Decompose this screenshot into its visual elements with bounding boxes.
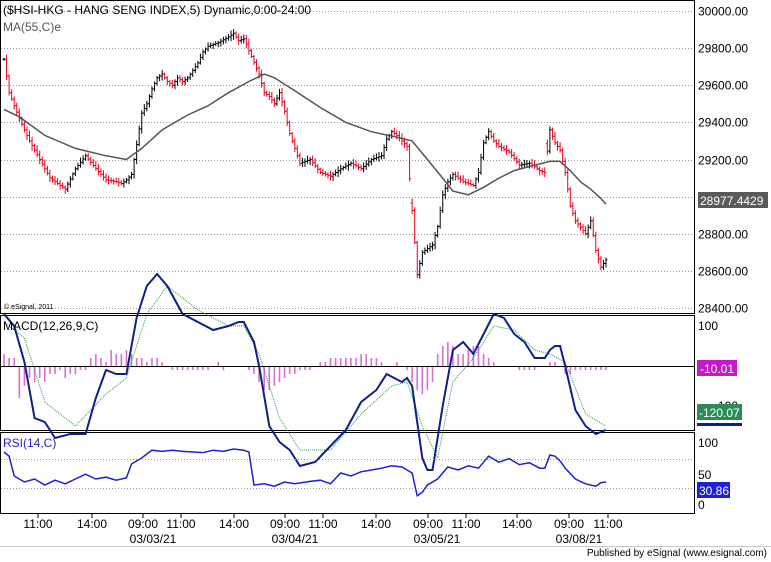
- x-tick-label: 14:00: [219, 517, 249, 531]
- rsi-last-label: 30.86: [699, 484, 729, 498]
- x-tick-label: 14:00: [77, 517, 107, 531]
- x-tick-label: 11:00: [166, 517, 195, 531]
- macd-zero-label: -10.01: [700, 362, 734, 376]
- publisher-text: Published by eSignal (www.esignal.com): [586, 548, 767, 559]
- x-date-label: 03/04/21: [272, 532, 319, 546]
- x-tick-label: 11:00: [451, 517, 480, 531]
- publisher-bar: Published by eSignal (www.esignal.com): [0, 546, 771, 562]
- x-tick-label: 09:00: [128, 517, 158, 531]
- x-tick-label: 14:00: [361, 517, 391, 531]
- x-date-label: 03/08/21: [556, 532, 603, 546]
- price-panel: [0, 0, 695, 314]
- x-date-label: 03/03/21: [130, 532, 177, 546]
- price-tick-label: 28800.00: [698, 228, 748, 242]
- rsi-tick-0: 0: [698, 498, 705, 512]
- ma55-line: [3, 73, 607, 205]
- price-axis: 30000.00 29800.00 29600.00 29400.00 29200.00…: [698, 5, 748, 316]
- rsi-panel: [0, 432, 695, 514]
- price-tick-label: 29400.00: [698, 116, 748, 130]
- macd-histogram: [3, 342, 607, 398]
- price-tick-label: 29800.00: [698, 42, 748, 56]
- x-tick-label: 09:00: [554, 517, 584, 531]
- x-axis: 11:00 14:00 09:00 11:00 14:00 09:00 11:00 14:00…: [23, 514, 623, 546]
- price-last-value-label: 28977.4429: [700, 194, 764, 208]
- macd-last-badge: [697, 404, 742, 420]
- price-last-value-badge: [698, 192, 768, 208]
- rsi-last-badge: [697, 482, 730, 498]
- rsi-tick-50: 50: [698, 468, 712, 482]
- price-tick-label: 29200.00: [698, 154, 748, 168]
- watermark: © eSignal, 2011: [4, 303, 54, 311]
- x-tick-label: 11:00: [308, 517, 337, 531]
- macd-line: [3, 272, 607, 471]
- rsi-line: [3, 448, 607, 498]
- chart-title: ($HSI-HKG - HANG SENG INDEX,5) Dynamic,0…: [3, 3, 311, 17]
- price-tick-label: 29600.00: [698, 79, 748, 93]
- price-tick-label: 28600.00: [698, 265, 748, 279]
- price-tick-label: 28400.00: [698, 302, 748, 316]
- x-tick-label: 09:00: [270, 517, 300, 531]
- price-bars: [2, 29, 608, 279]
- x-date-label: 03/05/21: [414, 532, 461, 546]
- price-tick-label: 30000.00: [698, 5, 748, 19]
- macd-title: MACD(12,26,9,C): [3, 319, 98, 333]
- x-tick-label: 09:00: [413, 517, 443, 531]
- x-tick-label: 11:00: [23, 517, 52, 531]
- rsi-tick-100: 100: [698, 436, 718, 450]
- macd-last-label: -120.07: [699, 406, 740, 420]
- x-tick-label: 11:00: [593, 517, 622, 531]
- macd-line-marker: [697, 423, 742, 426]
- macd-signal-line: [3, 285, 607, 460]
- macd-zero-badge: [697, 360, 737, 376]
- macd-tick-top: 100: [698, 319, 718, 333]
- ma-label: MA(55,C)e: [3, 20, 61, 34]
- rsi-title: RSI(14,C): [3, 436, 56, 450]
- x-tick-label: 14:00: [502, 517, 532, 531]
